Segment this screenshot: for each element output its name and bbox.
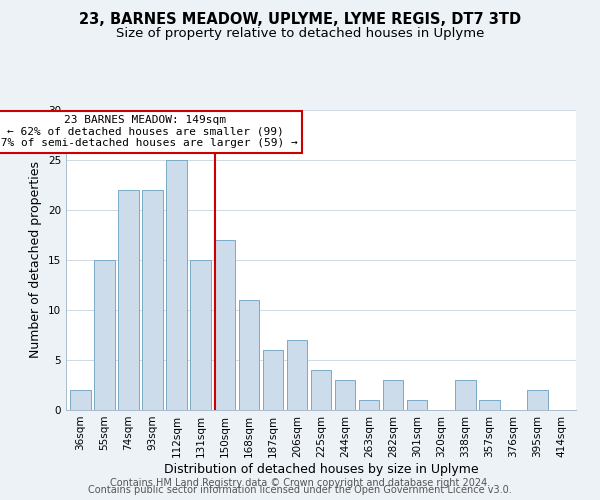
Bar — [263, 350, 283, 410]
Bar — [190, 260, 211, 410]
Bar — [287, 340, 307, 410]
Bar — [142, 190, 163, 410]
Bar — [239, 300, 259, 410]
Bar — [311, 370, 331, 410]
Text: 23, BARNES MEADOW, UPLYME, LYME REGIS, DT7 3TD: 23, BARNES MEADOW, UPLYME, LYME REGIS, D… — [79, 12, 521, 28]
Bar — [94, 260, 115, 410]
Bar — [118, 190, 139, 410]
Bar — [527, 390, 548, 410]
Bar — [383, 380, 403, 410]
Text: Size of property relative to detached houses in Uplyme: Size of property relative to detached ho… — [116, 28, 484, 40]
Text: Contains HM Land Registry data © Crown copyright and database right 2024.: Contains HM Land Registry data © Crown c… — [110, 478, 490, 488]
X-axis label: Distribution of detached houses by size in Uplyme: Distribution of detached houses by size … — [164, 462, 478, 475]
Bar — [407, 400, 427, 410]
Bar — [455, 380, 476, 410]
Bar — [166, 160, 187, 410]
Text: Contains public sector information licensed under the Open Government Licence v3: Contains public sector information licen… — [88, 485, 512, 495]
Y-axis label: Number of detached properties: Number of detached properties — [29, 162, 43, 358]
Bar — [359, 400, 379, 410]
Bar — [70, 390, 91, 410]
Bar — [479, 400, 500, 410]
Bar — [215, 240, 235, 410]
Bar — [335, 380, 355, 410]
Text: 23 BARNES MEADOW: 149sqm
← 62% of detached houses are smaller (99)
37% of semi-d: 23 BARNES MEADOW: 149sqm ← 62% of detach… — [0, 115, 297, 148]
